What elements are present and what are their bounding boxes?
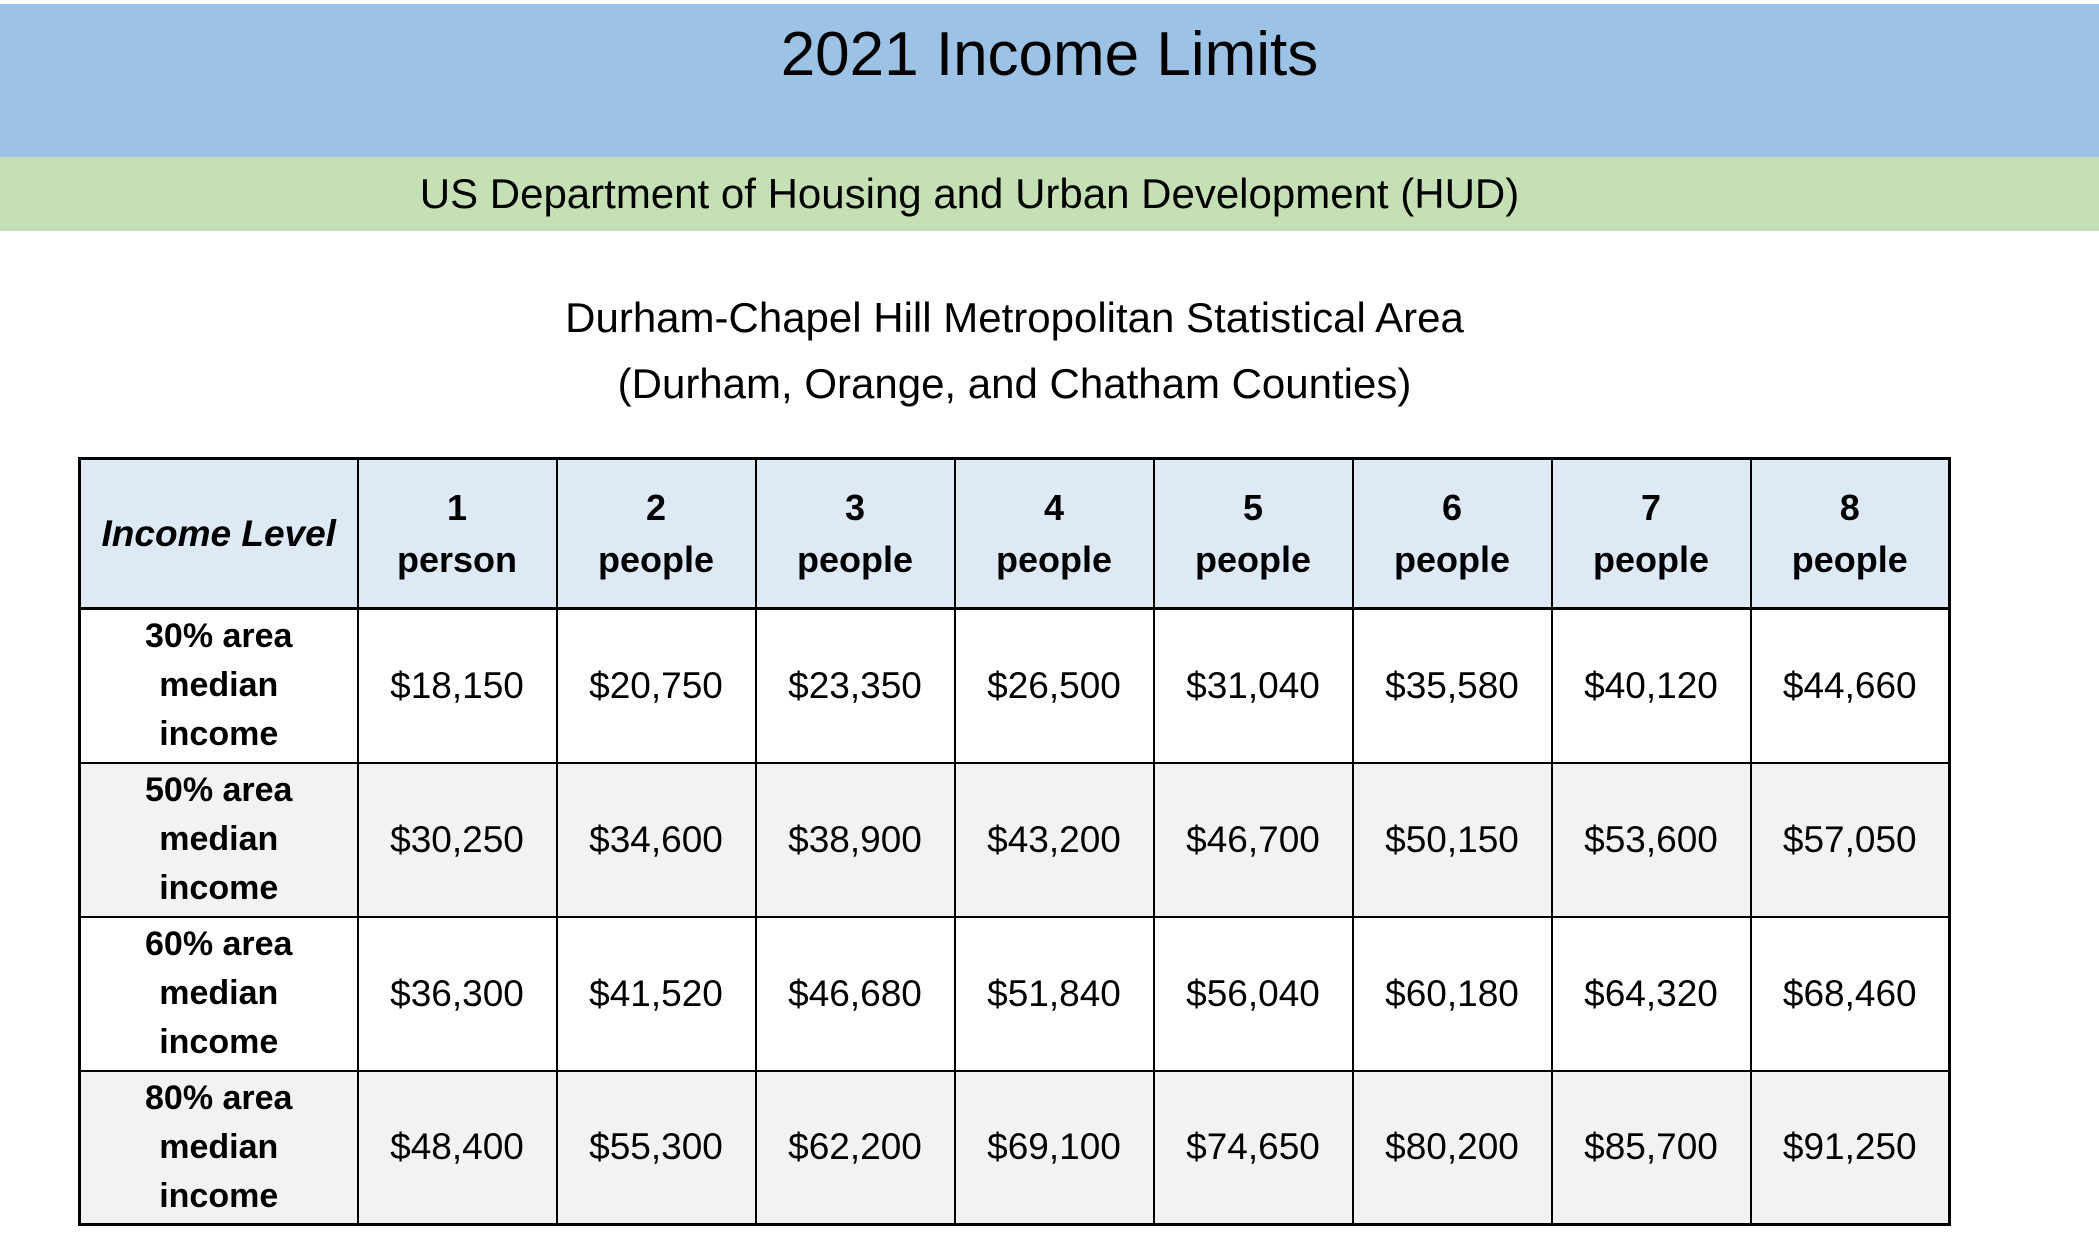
income-level-header: Income Level (78, 457, 359, 610)
row-label: 80% area median income (78, 1069, 359, 1226)
area-title-block: Durham-Chapel Hill Metropolitan Statisti… (0, 285, 2099, 417)
header-unit: people (1791, 538, 1908, 580)
header-unit: person (396, 538, 518, 580)
header-count: 3 (844, 486, 866, 528)
income-value: $43,200 (953, 761, 1155, 918)
income-value: $18,150 (356, 607, 558, 764)
header-count: 5 (1242, 486, 1264, 528)
income-value: $44,660 (1749, 607, 1951, 764)
income-value: $60,180 (1351, 915, 1553, 1072)
area-title-line2: (Durham, Orange, and Chatham Counties) (617, 360, 1412, 407)
income-value: $36,300 (356, 915, 558, 1072)
table-row-60pct: 60% area median income $36,300 $41,520 $… (78, 915, 1951, 1072)
income-value: $62,200 (754, 1069, 956, 1226)
household-size-header-6: 6 people (1351, 457, 1553, 610)
header-unit: people (1194, 538, 1311, 580)
income-value: $40,120 (1550, 607, 1752, 764)
income-value: $38,900 (754, 761, 956, 918)
header-unit: people (796, 538, 913, 580)
income-value: $35,580 (1351, 607, 1553, 764)
table-row-50pct: 50% area median income $30,250 $34,600 $… (78, 761, 1951, 918)
household-size-header-5: 5 people (1152, 457, 1354, 610)
income-value: $91,250 (1749, 1069, 1951, 1226)
income-value: $64,320 (1550, 915, 1752, 1072)
income-value: $69,100 (953, 1069, 1155, 1226)
header-count: 4 (1043, 486, 1065, 528)
header-count: 1 (446, 486, 468, 528)
header-unit: people (1393, 538, 1510, 580)
header-count: 2 (645, 486, 667, 528)
header-count: 8 (1839, 486, 1860, 528)
income-value: $56,040 (1152, 915, 1354, 1072)
income-value: $46,700 (1152, 761, 1354, 918)
header-count: 7 (1640, 486, 1662, 528)
income-value: $20,750 (555, 607, 757, 764)
income-value: $46,680 (754, 915, 956, 1072)
income-value: $51,840 (953, 915, 1155, 1072)
income-value: $74,650 (1152, 1069, 1354, 1226)
household-size-header-2: 2 people (555, 457, 757, 610)
area-title-line1: Durham-Chapel Hill Metropolitan Statisti… (565, 294, 1464, 341)
income-value: $26,500 (953, 607, 1155, 764)
income-value: $53,600 (1550, 761, 1752, 918)
income-value: $34,600 (555, 761, 757, 918)
row-label: 30% area median income (78, 607, 359, 764)
income-value: $23,350 (754, 607, 956, 764)
income-value: $30,250 (356, 761, 558, 918)
income-value: $50,150 (1351, 761, 1553, 918)
header-unit: people (995, 538, 1112, 580)
page-title: 2021 Income Limits (780, 20, 1319, 89)
title-banner: 2021 Income Limits (0, 4, 2099, 157)
household-size-header-7: 7 people (1550, 457, 1752, 610)
row-label: 50% area median income (78, 761, 359, 918)
income-value: $41,520 (555, 915, 757, 1072)
income-value: $80,200 (1351, 1069, 1553, 1226)
household-size-header-8: 8 people (1749, 457, 1951, 610)
header-count: 6 (1441, 486, 1463, 528)
income-value: $68,460 (1749, 915, 1951, 1072)
table-header-row: Income Level 1 person 2 people 3 people … (78, 457, 1951, 610)
household-size-header-1: 1 person (356, 457, 558, 610)
income-limits-table: Income Level 1 person 2 people 3 people … (78, 457, 1951, 1226)
income-value: $57,050 (1749, 761, 1951, 918)
household-size-header-3: 3 people (754, 457, 956, 610)
income-value: $55,300 (555, 1069, 757, 1226)
header-unit: people (1592, 538, 1709, 580)
subtitle-banner: US Department of Housing and Urban Devel… (0, 157, 2099, 231)
row-label: 60% area median income (78, 915, 359, 1072)
table-row-80pct: 80% area median income $48,400 $55,300 $… (78, 1069, 1951, 1226)
header-unit: people (597, 538, 714, 580)
household-size-header-4: 4 people (953, 457, 1155, 610)
income-value: $31,040 (1152, 607, 1354, 764)
income-value: $85,700 (1550, 1069, 1752, 1226)
department-subtitle: US Department of Housing and Urban Devel… (419, 170, 1520, 217)
income-value: $48,400 (356, 1069, 558, 1226)
table-row-30pct: 30% area median income $18,150 $20,750 $… (78, 607, 1951, 764)
